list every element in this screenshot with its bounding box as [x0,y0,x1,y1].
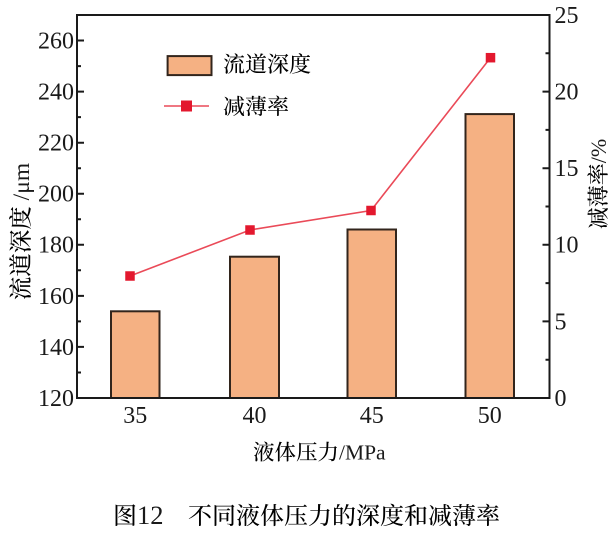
svg-text:/%: /% [586,139,611,163]
svg-text:200: 200 [38,182,74,208]
svg-text:25: 25 [555,3,579,29]
svg-text:12: 12 [137,500,164,530]
svg-text:15: 15 [555,156,579,182]
svg-text:/μm: /μm [9,163,35,200]
svg-text:260: 260 [38,28,74,54]
svg-text:120: 120 [38,386,74,412]
svg-text:180: 180 [38,233,74,259]
svg-text:45: 45 [360,403,384,429]
svg-text:160: 160 [38,284,74,310]
svg-text:240: 240 [38,80,74,106]
svg-text:35: 35 [123,403,147,429]
svg-text:5: 5 [555,309,567,335]
svg-text:20: 20 [555,80,579,106]
svg-text:140: 140 [38,335,74,361]
svg-text:220: 220 [38,131,74,157]
svg-text:50: 50 [478,403,502,429]
svg-text:/MPa: /MPa [339,441,386,465]
svg-text:0: 0 [555,386,567,412]
svg-text:10: 10 [555,233,579,259]
svg-text:40: 40 [243,403,267,429]
